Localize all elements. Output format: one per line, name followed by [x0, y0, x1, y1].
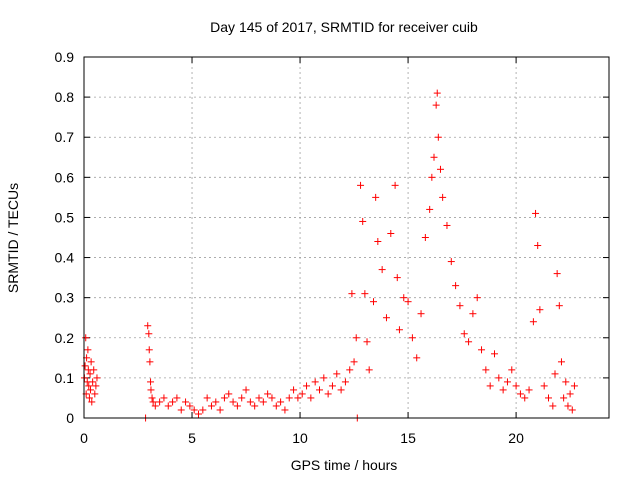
x-tick-label: 0: [80, 430, 88, 446]
x-axis-label: GPS time / hours: [291, 457, 398, 473]
y-tick-label: 0.2: [55, 330, 75, 346]
y-tick-label: 0.9: [55, 49, 75, 65]
x-tick-label: 10: [292, 430, 308, 446]
y-tick-label: 0.6: [55, 169, 75, 185]
chart-background: [0, 0, 640, 480]
y-tick-label: 0.3: [55, 290, 75, 306]
y-tick-label: 0.4: [55, 250, 75, 266]
y-tick-label: 0.8: [55, 89, 75, 105]
y-tick-label: 0.5: [55, 209, 75, 225]
y-tick-label: 0.1: [55, 370, 75, 386]
x-tick-label: 20: [508, 430, 524, 446]
y-tick-label: 0: [66, 410, 74, 426]
chart-title: Day 145 of 2017, SRMTID for receiver cui…: [210, 19, 478, 35]
y-axis-label: SRMTID / TECUs: [5, 183, 21, 293]
chart: Day 145 of 2017, SRMTID for receiver cui…: [0, 0, 640, 480]
x-tick-label: 5: [188, 430, 196, 446]
y-tick-label: 0.7: [55, 129, 75, 145]
x-tick-label: 15: [400, 430, 416, 446]
